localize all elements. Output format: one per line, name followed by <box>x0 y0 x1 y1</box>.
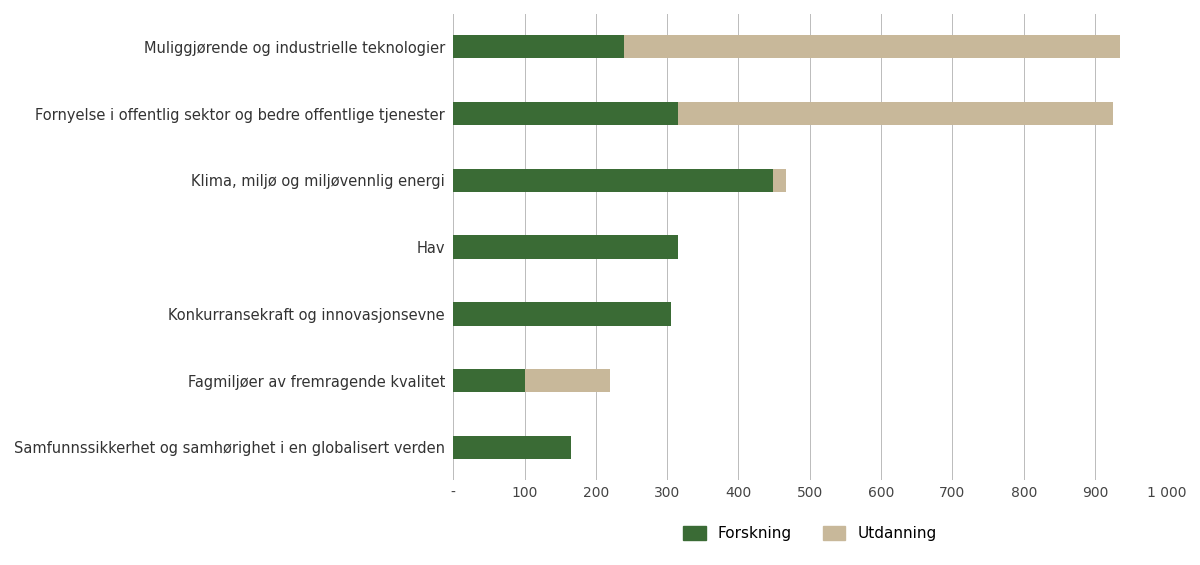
Bar <box>678 102 1112 125</box>
Bar <box>454 369 524 392</box>
Bar <box>454 436 571 459</box>
Bar <box>454 168 773 192</box>
Bar <box>624 35 1120 58</box>
Bar <box>773 168 786 192</box>
Legend: Forskning, Utdanning: Forskning, Utdanning <box>677 520 943 547</box>
Bar <box>524 369 610 392</box>
Bar <box>454 236 678 259</box>
Bar <box>454 102 678 125</box>
Bar <box>454 302 671 325</box>
Bar <box>454 35 624 58</box>
